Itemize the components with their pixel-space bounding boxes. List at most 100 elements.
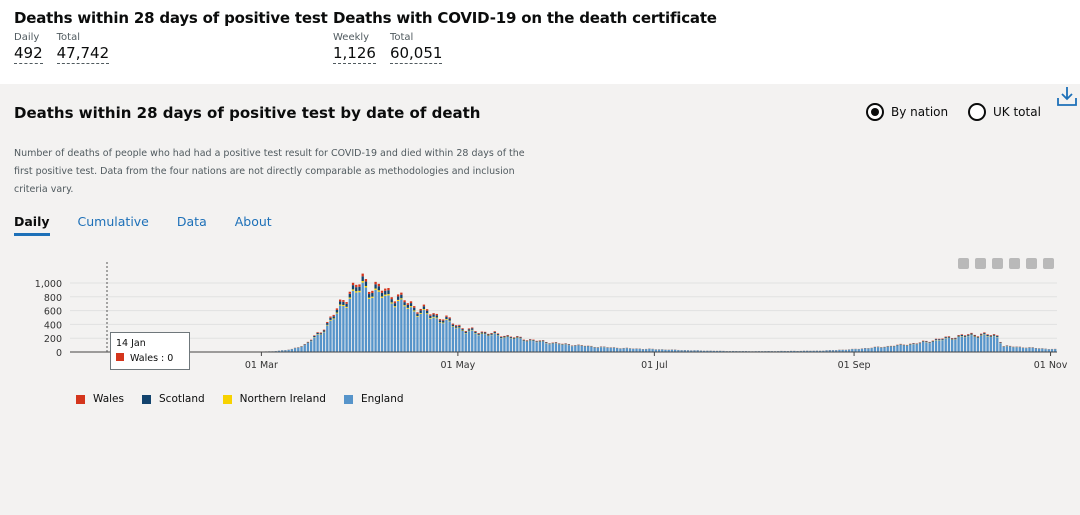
bar-segment-wales [483, 331, 487, 333]
bar-segment-scotland [380, 292, 384, 297]
metric-value[interactable]: 60,051 [389, 44, 443, 64]
bar-segment-england [445, 319, 448, 352]
bar-segment-wales [429, 314, 432, 316]
bar-segment-england [1034, 348, 1038, 352]
bar-segment-england [844, 350, 848, 352]
bar-segment-england [338, 305, 342, 352]
camera-icon[interactable] [958, 258, 969, 269]
bar-segment-england [947, 338, 951, 352]
bar-segment-wales [387, 288, 390, 291]
bar-segment-england [432, 317, 435, 352]
bar-segment-england [825, 350, 828, 352]
bar-segment-england [438, 322, 442, 352]
bar-segment-wales [487, 333, 490, 335]
bar-segment-england [509, 338, 513, 352]
bar-segment-scotland [915, 343, 918, 345]
bar-segment-northern-ireland [338, 304, 342, 306]
bar-segment-england [1002, 346, 1005, 352]
bar-segment-wales [438, 319, 442, 321]
pan-icon[interactable] [992, 258, 1003, 269]
bar-segment-wales [413, 306, 416, 308]
deaths-bar-chart[interactable]: 0 200 400 600 800 1,000 01 Mar 01 May 01 Jul 01 S… [0, 84, 1080, 394]
tab-about[interactable]: About [234, 214, 272, 229]
bar-segment-wales [332, 314, 335, 317]
bar-segment-northern-ireland [454, 327, 458, 329]
bar-segment-scotland [358, 286, 361, 291]
metric-label: Total [56, 32, 80, 43]
bar-segment-scotland [348, 293, 351, 298]
radio-by-nation[interactable]: By nation [866, 103, 948, 121]
tab-daily[interactable]: Daily [14, 214, 50, 236]
bar-segment-scotland [548, 343, 551, 345]
bar-segment-northern-ireland [367, 297, 371, 299]
radio-uk-total[interactable]: UK total [968, 103, 1041, 121]
bar-segment-england [483, 334, 487, 352]
metric-value[interactable]: 47,742 [56, 44, 110, 64]
bar-segment-scotland [319, 333, 322, 335]
bar-segment-england [435, 318, 438, 352]
legend-item-northern-ireland[interactable]: Northern Ireland [222, 393, 326, 405]
bar-segment-england [564, 344, 567, 352]
radio-label: UK total [993, 105, 1041, 119]
bar-segment-england [583, 346, 587, 352]
bar-segment-wales [957, 335, 960, 336]
legend-item-england[interactable]: England [343, 393, 404, 405]
bar-segment-wales [477, 333, 480, 334]
bar-segment-scotland [493, 332, 496, 334]
zoom-in-icon[interactable] [1009, 258, 1020, 269]
bar-segment-northern-ireland [390, 302, 393, 304]
bar-segment-wales [422, 304, 426, 307]
metric-value[interactable]: 492 [14, 44, 43, 64]
bar-segment-england [822, 350, 825, 352]
bar-segment-england [645, 349, 648, 352]
radio-unchecked-icon[interactable] [968, 103, 986, 121]
home-icon[interactable] [1043, 258, 1054, 269]
zoom-out-icon[interactable] [1026, 258, 1037, 269]
zoom-icon[interactable] [975, 258, 986, 269]
bar-segment-wales [516, 336, 519, 337]
bar-segment-england [506, 336, 509, 352]
radio-checked-icon[interactable] [866, 103, 884, 121]
card-title: Deaths within 28 days of positive test b… [14, 104, 481, 122]
bar-segment-england [983, 334, 986, 352]
download-icon[interactable] [1055, 84, 1079, 108]
card-description: Number of deaths of people who had had a… [14, 148, 525, 195]
bar-segment-wales [963, 335, 967, 336]
bar-segment-wales [947, 336, 951, 337]
bar-segment-scotland [944, 337, 947, 339]
bar-segment-scotland [425, 310, 429, 314]
bar-segment-england [706, 350, 709, 352]
bar-segment-england [603, 347, 606, 352]
bar-segment-england [538, 341, 542, 352]
bar-segment-england [693, 350, 696, 352]
bar-segment-england [673, 349, 677, 352]
bar-segment-northern-ireland [438, 322, 442, 323]
bar-segment-england [525, 341, 529, 352]
tab-data[interactable]: Data [176, 214, 207, 229]
bar-segment-england [422, 310, 426, 352]
bar-segment-england [683, 350, 686, 352]
tab-cumulative[interactable]: Cumulative [77, 214, 149, 229]
bar-segment-england [326, 325, 329, 352]
bar-segment-scotland [429, 315, 432, 318]
bar-segment-scotland [541, 340, 545, 342]
bar-segment-england [535, 342, 538, 352]
bar-segment-england [628, 348, 632, 352]
bar-segment-scotland [558, 343, 561, 345]
legend-label: England [360, 393, 404, 405]
bar-segment-scotland [403, 302, 406, 306]
bar-segment-wales [390, 297, 393, 300]
bar-segment-england [409, 307, 413, 352]
legend-item-wales[interactable]: Wales [76, 393, 124, 405]
metric-value[interactable]: 1,126 [333, 44, 376, 64]
bar-segment-wales [345, 302, 348, 304]
bar-segment-england [442, 323, 445, 352]
bar-segment-wales [406, 303, 409, 305]
bar-segment-england [419, 313, 422, 352]
bar-segment-scotland [416, 313, 419, 317]
bar-segment-wales [319, 332, 322, 334]
bar-segment-england [474, 333, 477, 352]
bar-segment-scotland [461, 329, 464, 331]
bar-segment-wales [989, 335, 992, 336]
legend-item-scotland[interactable]: Scotland [142, 393, 205, 405]
